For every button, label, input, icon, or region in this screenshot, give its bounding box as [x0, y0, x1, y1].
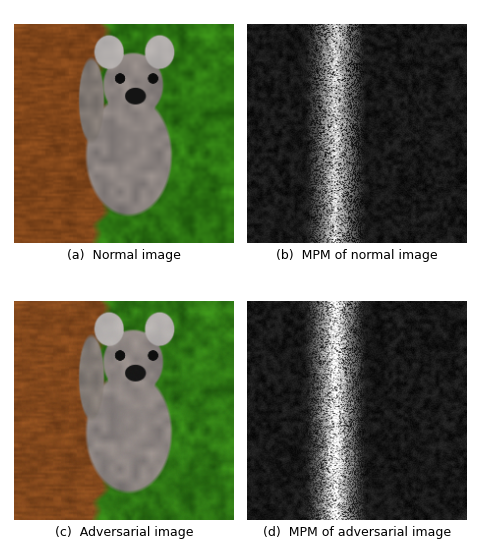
X-axis label: (c)  Adversarial image: (c) Adversarial image — [55, 526, 193, 539]
X-axis label: (b)  MPM of normal image: (b) MPM of normal image — [276, 249, 437, 262]
X-axis label: (a)  Normal image: (a) Normal image — [67, 249, 181, 262]
X-axis label: (d)  MPM of adversarial image: (d) MPM of adversarial image — [262, 526, 450, 539]
